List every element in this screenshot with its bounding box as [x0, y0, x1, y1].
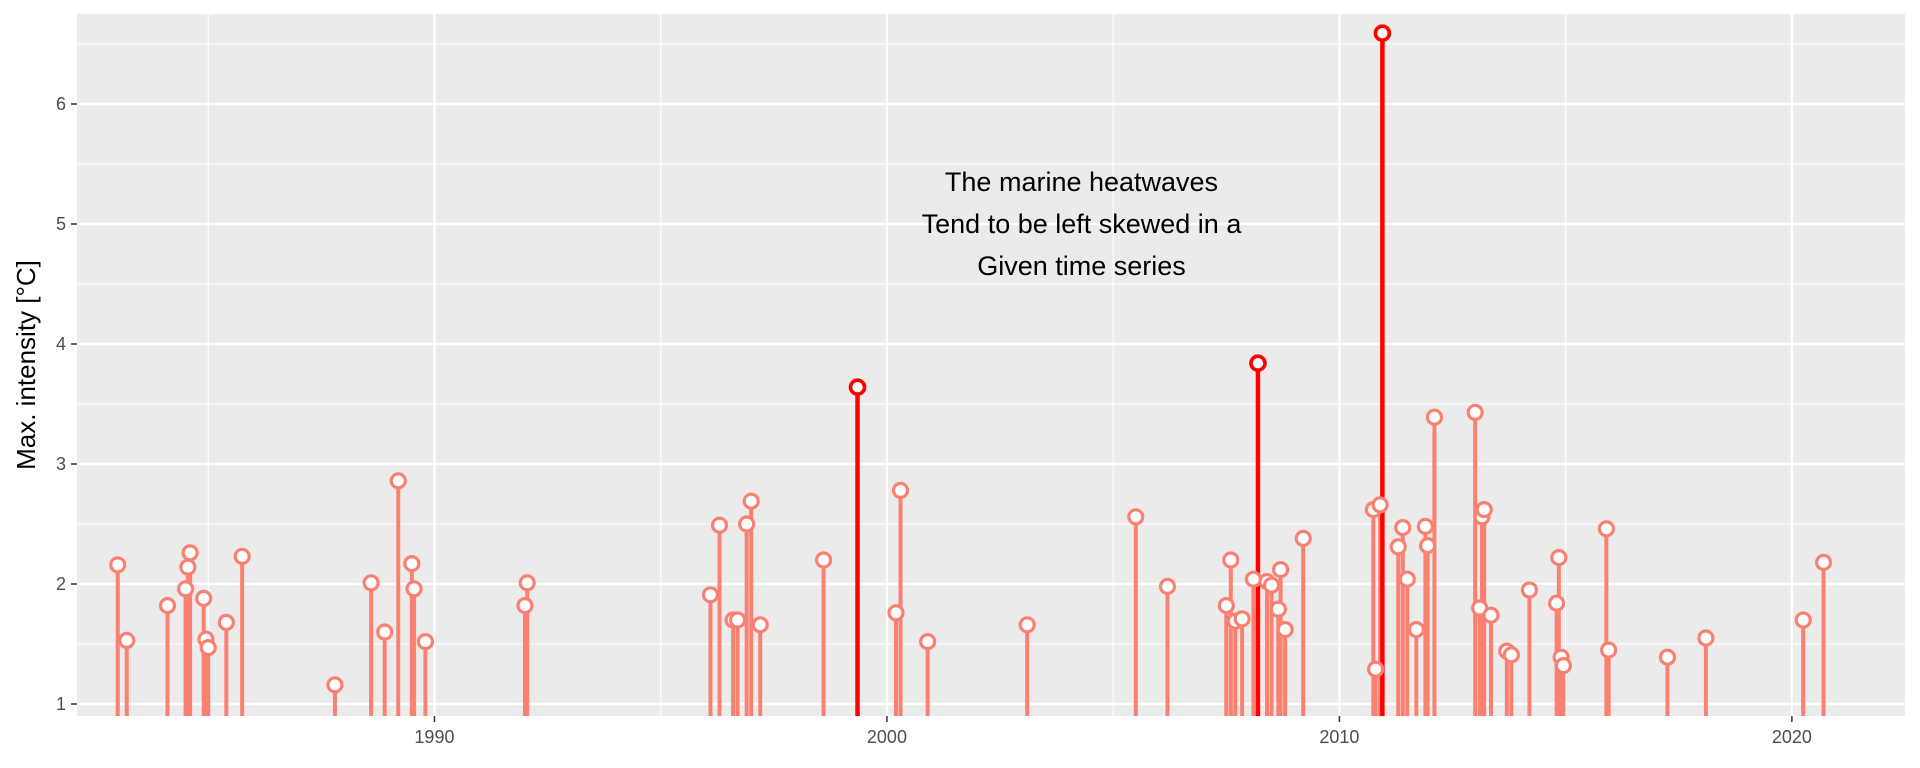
point-marker — [1475, 501, 1493, 519]
point-marker — [1502, 646, 1520, 664]
point-marker — [1600, 641, 1618, 659]
point-marker — [1276, 620, 1294, 639]
point-marker — [1814, 553, 1833, 572]
point-marker — [389, 472, 407, 490]
point-marker — [1407, 620, 1425, 639]
point-marker — [199, 638, 217, 657]
point-marker — [814, 551, 833, 569]
point-marker — [1127, 508, 1145, 526]
point-marker — [405, 580, 423, 598]
point-marker — [1466, 403, 1484, 421]
point-marker — [738, 515, 756, 533]
point-marker — [118, 631, 136, 650]
highlight-point-marker — [848, 378, 867, 397]
annotation-line: Tend to be left skewed in a — [922, 209, 1243, 239]
point-marker — [403, 554, 421, 573]
y-axis-title: Max. intensity [°C] — [11, 260, 41, 470]
point-marker — [1244, 570, 1263, 588]
point-marker — [1389, 538, 1407, 556]
point-marker — [1371, 496, 1389, 514]
point-marker — [1658, 648, 1677, 666]
major-gridlines — [77, 14, 1905, 716]
point-marker — [1425, 408, 1444, 426]
x-tick-label: 1990 — [414, 727, 454, 747]
point-marker — [179, 558, 197, 576]
highlight-point-marker — [1373, 24, 1392, 43]
minor-gridlines — [77, 14, 1905, 716]
x-tick-label: 2000 — [867, 727, 907, 747]
y-tick-label: 2 — [56, 574, 66, 594]
y-tick-label: 6 — [56, 94, 66, 114]
point-marker — [1158, 577, 1177, 596]
point-marker — [1482, 606, 1500, 624]
y-tick-label: 3 — [56, 454, 66, 474]
y-tick-label: 5 — [56, 214, 66, 234]
point-marker — [109, 556, 127, 574]
point-markers — [109, 24, 1833, 694]
point-marker — [1294, 529, 1312, 548]
point-marker — [181, 544, 199, 562]
point-marker — [1269, 600, 1287, 618]
annotation-line: Given time series — [977, 251, 1186, 281]
point-marker — [1367, 660, 1385, 678]
point-marker — [887, 604, 905, 622]
point-marker — [919, 632, 937, 651]
point-marker — [1271, 560, 1290, 579]
point-marker — [891, 481, 910, 499]
point-marker — [158, 596, 177, 615]
point-marker — [1794, 611, 1812, 629]
y-tick-label: 4 — [56, 334, 66, 354]
annotation-text: The marine heatwaves Tend to be left skew… — [922, 167, 1243, 281]
point-marker — [195, 589, 213, 608]
point-marker — [1398, 570, 1416, 588]
point-marker — [233, 547, 251, 566]
point-marker — [1018, 616, 1036, 634]
highlight-point-marker — [1249, 354, 1267, 373]
highlight-stems — [855, 33, 1385, 716]
point-marker — [1547, 594, 1566, 612]
point-marker — [1233, 610, 1251, 628]
point-marker — [1217, 596, 1235, 615]
point-marker — [516, 596, 534, 615]
x-axis: 1990 2000 2010 2020 — [414, 716, 1812, 747]
point-marker — [751, 616, 769, 634]
point-marker — [1520, 581, 1539, 599]
point-marker — [1262, 576, 1281, 594]
point-marker — [518, 574, 536, 592]
point-marker — [1697, 629, 1715, 647]
point-marker — [1554, 656, 1572, 675]
point-marker — [742, 492, 760, 510]
point-marker — [729, 611, 747, 629]
point-marker — [376, 623, 394, 641]
point-marker — [710, 516, 729, 534]
point-marker — [416, 632, 435, 651]
point-marker — [1550, 548, 1568, 567]
point-marker — [362, 574, 380, 592]
point-marker — [701, 586, 720, 604]
point-marker — [1394, 518, 1412, 537]
chart-panel — [77, 14, 1905, 716]
point-marker — [326, 676, 344, 694]
y-tick-label: 1 — [56, 694, 66, 714]
point-marker — [1416, 517, 1434, 536]
y-axis: 1 2 3 4 5 6 — [56, 94, 77, 714]
x-tick-label: 2010 — [1319, 727, 1359, 747]
point-marker — [176, 580, 195, 598]
point-marker — [1419, 536, 1437, 555]
point-marker — [1222, 551, 1240, 569]
point-marker — [1597, 520, 1615, 538]
point-marker — [217, 613, 235, 632]
annotation-line: The marine heatwaves — [945, 167, 1218, 197]
x-tick-label: 2020 — [1772, 727, 1812, 747]
